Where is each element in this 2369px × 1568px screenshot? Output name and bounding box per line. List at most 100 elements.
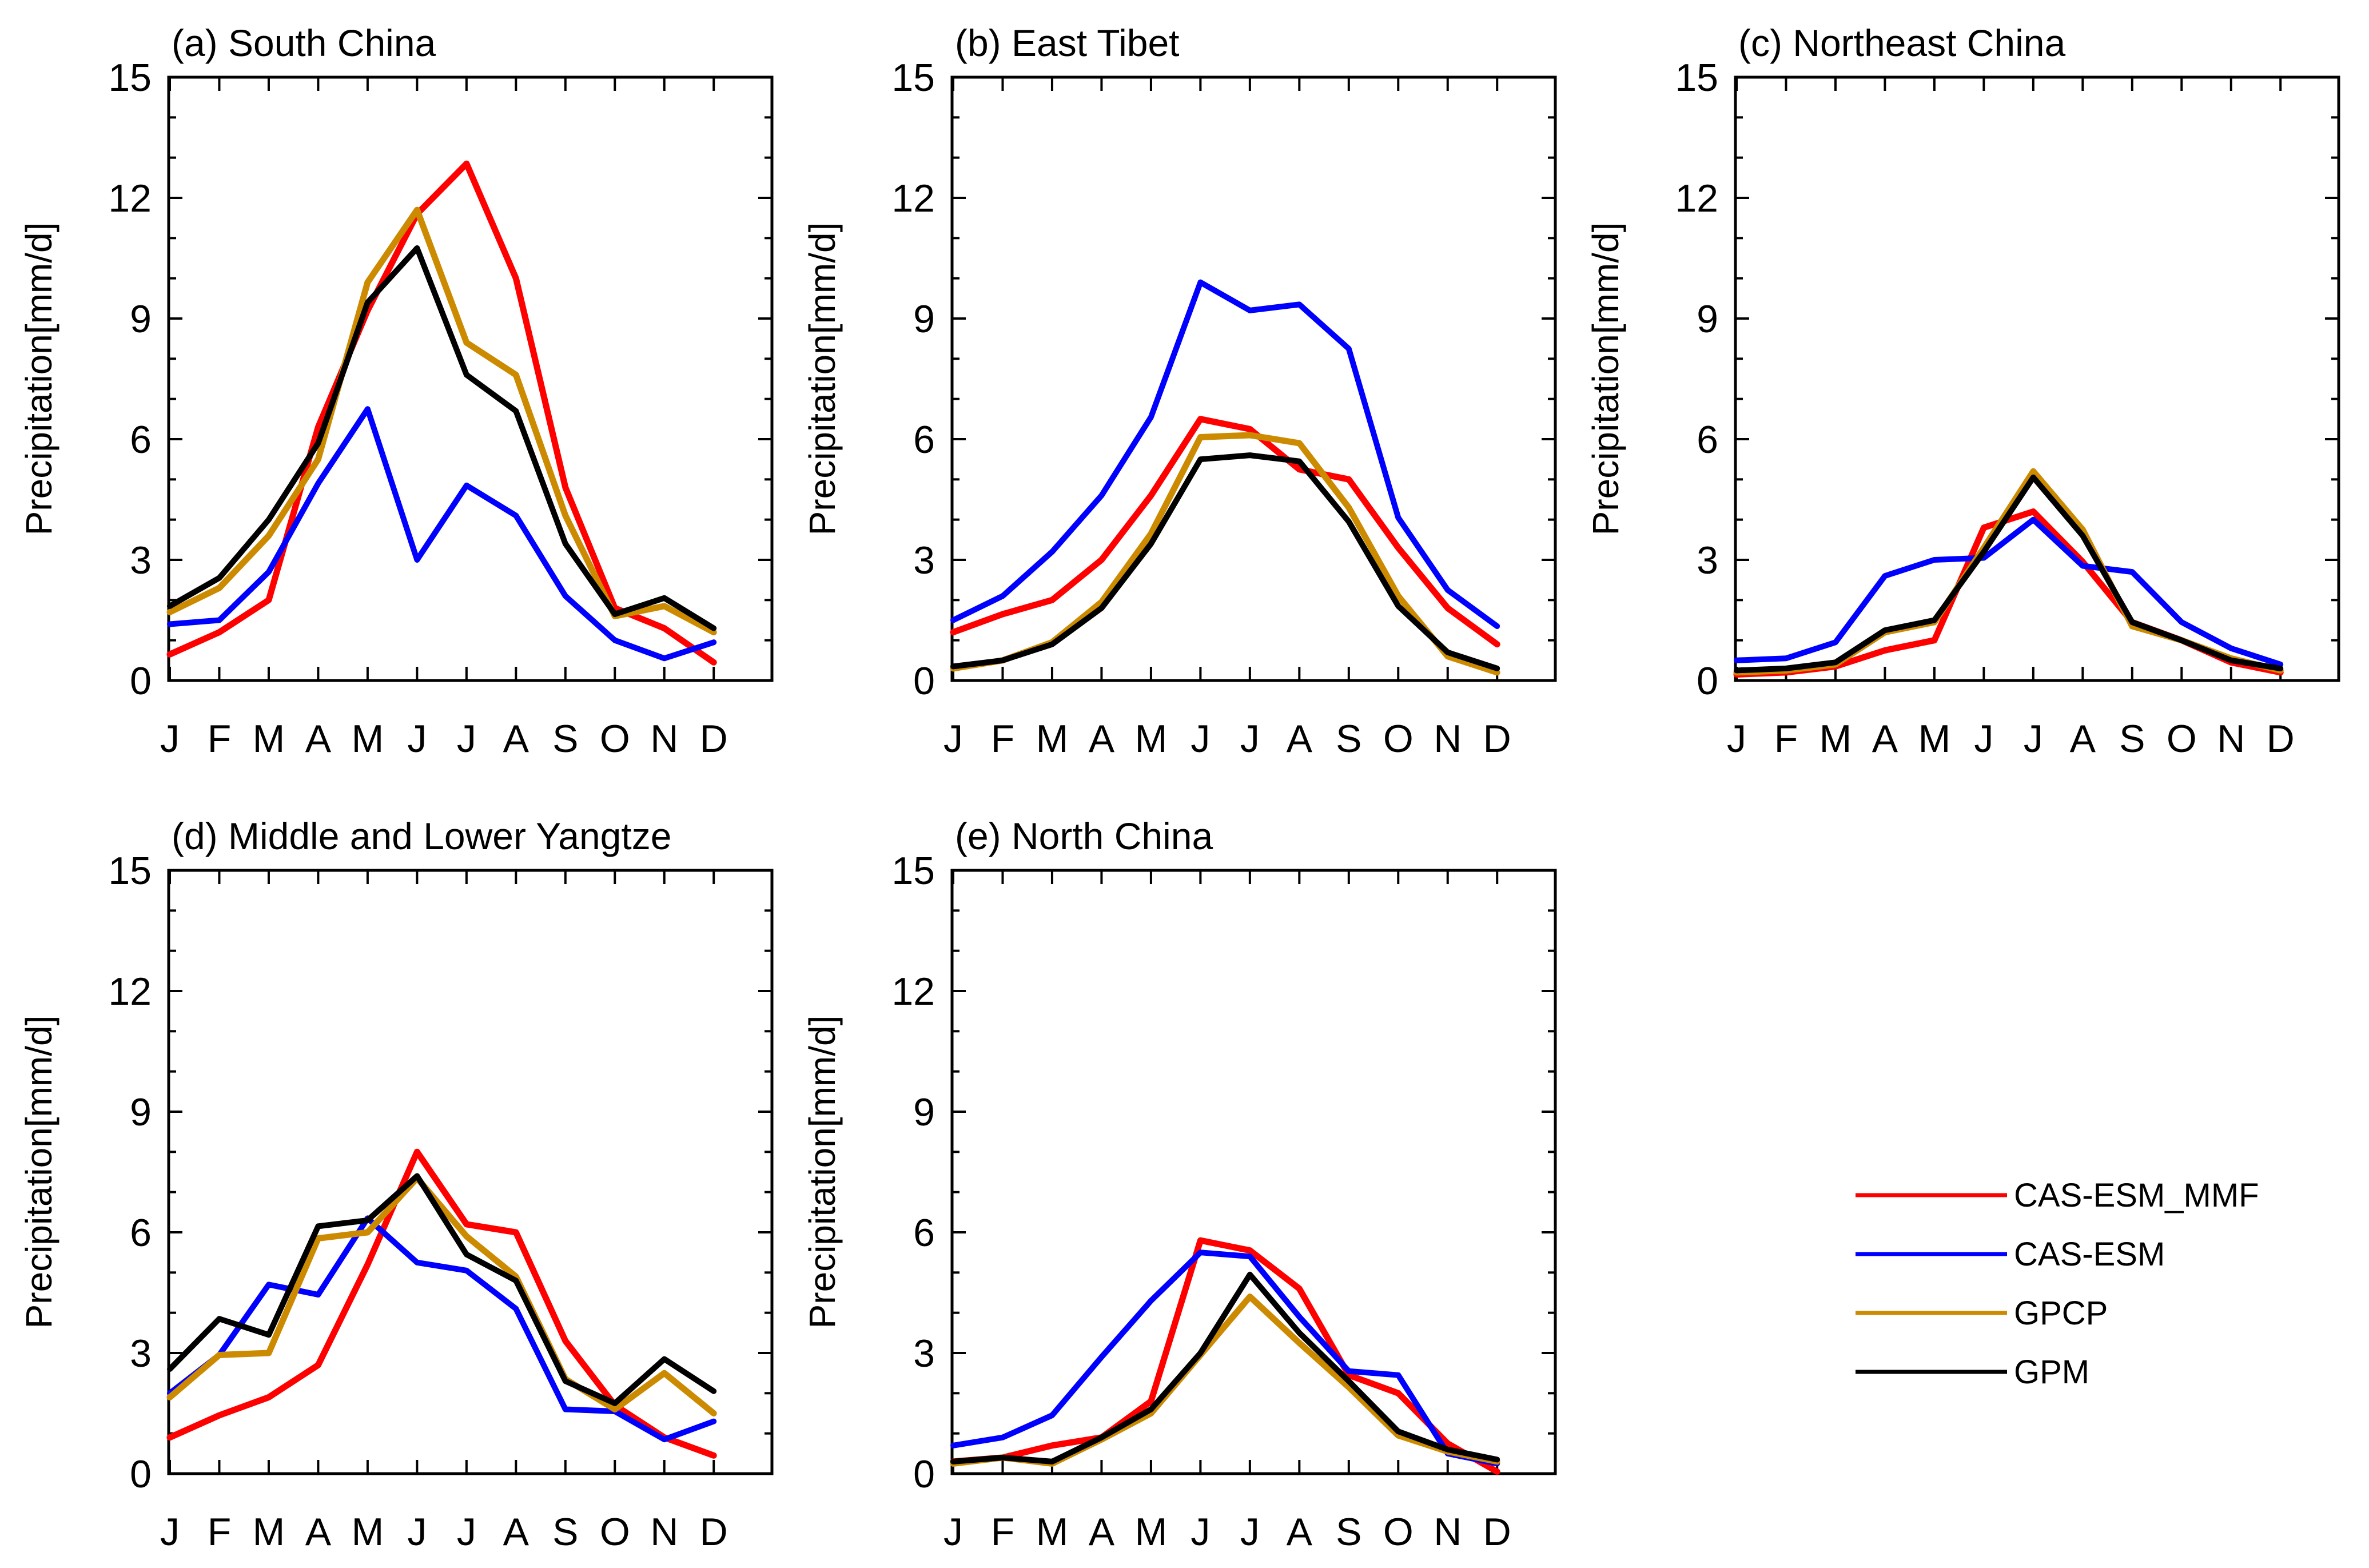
y-tick-label: 15	[891, 849, 935, 893]
x-tick-label: O	[1383, 717, 1414, 761]
x-tick-label: J	[1727, 717, 1746, 761]
series-line-gpm	[950, 1271, 1500, 1464]
x-tick-label: M	[352, 1510, 384, 1554]
series-line-cas-esm	[167, 1215, 717, 1443]
x-tick-label: M	[1036, 1510, 1069, 1554]
x-tick-label: S	[1336, 1510, 1361, 1554]
series-line-cas-esm-mmf	[950, 1237, 1500, 1475]
x-tick-label: S	[552, 717, 578, 761]
x-tick-label: N	[650, 1510, 678, 1554]
y-tick-label: 9	[1697, 297, 1718, 341]
x-tick-label: M	[253, 717, 285, 761]
series-line-gpm	[167, 1173, 717, 1406]
x-tick-label: M	[1036, 717, 1069, 761]
y-tick-label: 0	[130, 659, 152, 703]
x-tick-label: D	[700, 717, 728, 761]
y-tick-label: 3	[913, 539, 935, 582]
x-tick-label: A	[1287, 1510, 1313, 1554]
series-line-cas-esm-mmf	[166, 1148, 717, 1459]
y-tick-label: 9	[130, 1091, 152, 1134]
x-tick-label: J	[160, 1510, 180, 1554]
x-tick-label: J	[160, 717, 180, 761]
x-tick-label: D	[700, 1510, 728, 1554]
x-tick-label: A	[1287, 717, 1313, 761]
x-tick-label: A	[305, 717, 332, 761]
panel-title: (b) East Tibet	[955, 22, 1180, 64]
y-tick-label: 9	[913, 297, 935, 341]
x-tick-label: J	[457, 1510, 476, 1554]
y-tick-label: 12	[891, 177, 935, 220]
plot-frame	[167, 869, 774, 1475]
y-tick-label: 3	[130, 539, 152, 582]
x-tick-label: N	[650, 717, 678, 761]
x-tick-label: O	[1383, 1510, 1414, 1554]
series-line-gpcp	[166, 206, 717, 636]
series-line-cas-esm-mmf	[950, 416, 1500, 648]
series-line-gpm	[950, 452, 1500, 671]
x-tick-label: F	[208, 1510, 232, 1554]
y-tick-label: 3	[913, 1332, 935, 1375]
y-axis-label: Precipitation[mm/d]	[802, 222, 843, 536]
y-tick-label: 3	[130, 1332, 152, 1375]
plot-frame	[1734, 75, 2340, 682]
y-tick-label: 12	[891, 970, 935, 1013]
legend-label-cas-esm-mmf: CAS-ESM_MMF	[2014, 1177, 2259, 1214]
x-tick-label: F	[991, 717, 1015, 761]
x-tick-label: D	[1483, 1510, 1511, 1554]
x-tick-label: F	[208, 717, 232, 761]
y-axis-label: Precipitation[mm/d]	[802, 1016, 843, 1329]
y-tick-label: 6	[130, 418, 152, 461]
legend-label-cas-esm: CAS-ESM	[2014, 1236, 2165, 1273]
x-tick-label: J	[1974, 717, 1993, 761]
y-tick-label: 15	[108, 849, 152, 893]
legend-label-gpcp: GPCP	[2014, 1295, 2108, 1332]
y-tick-label: 3	[1697, 539, 1718, 582]
x-tick-label: J	[457, 717, 476, 761]
series-line-gpcp	[1733, 468, 2284, 676]
x-tick-label: A	[305, 1510, 332, 1554]
series-line-cas-esm	[950, 279, 1500, 629]
x-tick-label: N	[2217, 717, 2245, 761]
y-tick-label: 0	[130, 1452, 152, 1496]
legend-label-gpm: GPM	[2014, 1354, 2089, 1391]
x-tick-label: M	[253, 1510, 285, 1554]
x-tick-label: J	[1240, 717, 1260, 761]
y-tick-label: 12	[1675, 177, 1718, 220]
x-tick-label: O	[600, 717, 630, 761]
panel-title: (e) North China	[955, 815, 1213, 857]
x-tick-label: J	[1191, 717, 1210, 761]
x-tick-label: N	[1434, 717, 1462, 761]
x-tick-label: J	[2024, 717, 2043, 761]
y-tick-label: 6	[130, 1211, 152, 1255]
y-tick-label: 12	[108, 970, 152, 1013]
x-tick-label: J	[943, 1510, 963, 1554]
x-tick-label: O	[2167, 717, 2197, 761]
x-tick-label: J	[943, 717, 963, 761]
y-tick-label: 9	[130, 297, 152, 341]
series-line-gpm	[1734, 474, 2284, 674]
series-line-gpcp	[950, 432, 1500, 676]
y-tick-label: 6	[913, 1211, 935, 1255]
series-line-cas-esm	[950, 1249, 1500, 1467]
x-tick-label: O	[600, 1510, 630, 1554]
panel-title: (a) South China	[172, 22, 436, 64]
x-tick-label: M	[352, 717, 384, 761]
x-tick-label: D	[2267, 717, 2295, 761]
y-tick-label: 0	[1697, 659, 1718, 703]
y-axis-label: Precipitation[mm/d]	[1585, 222, 1626, 536]
y-tick-label: 15	[1675, 56, 1718, 100]
x-tick-label: M	[1819, 717, 1852, 761]
plot-frame	[167, 75, 774, 682]
x-tick-label: M	[1135, 717, 1168, 761]
x-tick-label: S	[552, 1510, 578, 1554]
y-tick-label: 6	[913, 418, 935, 461]
series-line-cas-esm	[167, 406, 717, 662]
panel-title: (d) Middle and Lower Yangtze	[172, 815, 671, 857]
y-axis-label: Precipitation[mm/d]	[18, 222, 59, 536]
